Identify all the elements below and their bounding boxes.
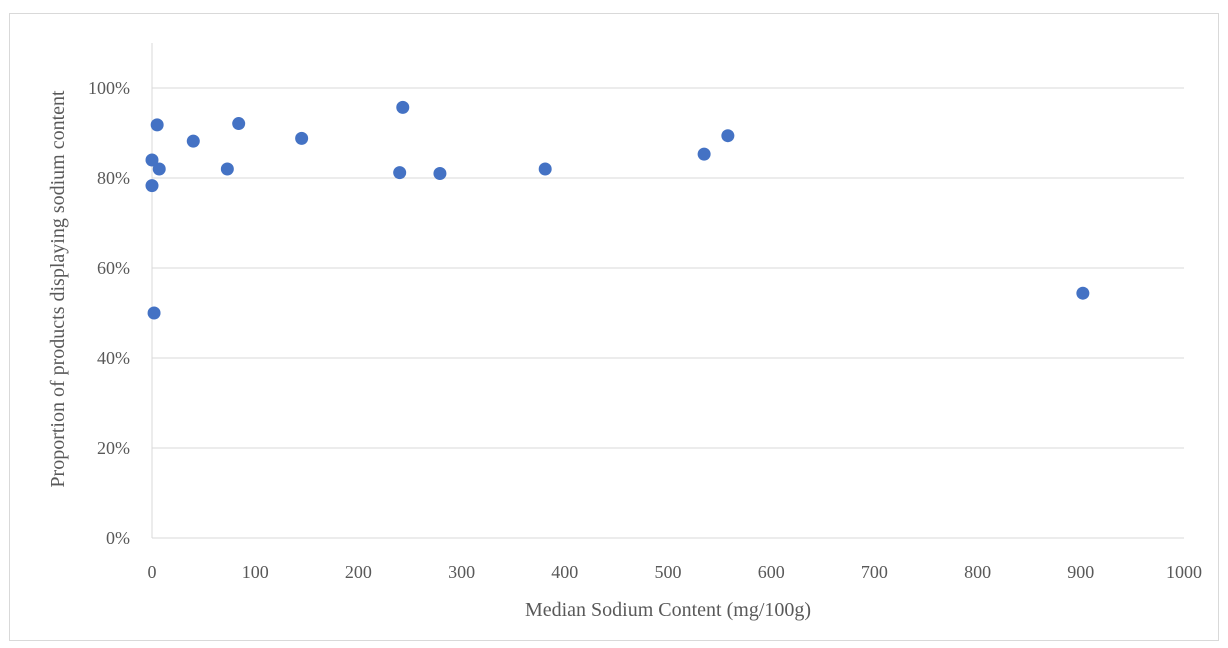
x-tick-label: 0 xyxy=(148,562,157,582)
x-tick-label: 300 xyxy=(448,562,475,582)
x-tick-label: 700 xyxy=(861,562,888,582)
x-tick-label: 600 xyxy=(758,562,785,582)
gridlines xyxy=(152,87,1184,449)
data-point xyxy=(147,306,161,320)
data-point xyxy=(232,117,246,131)
data-point xyxy=(721,129,735,143)
data-point xyxy=(186,134,200,148)
data-point xyxy=(150,118,164,132)
axes xyxy=(151,43,1184,539)
x-tick-label: 100 xyxy=(242,562,269,582)
x-tick-label: 200 xyxy=(345,562,372,582)
data-point xyxy=(152,162,166,176)
y-axis-tick-labels: 0% 20% 40% 60% 80% 100% xyxy=(88,78,130,548)
x-axis-title: Median Sodium Content (mg/100g) xyxy=(525,599,811,621)
data-point xyxy=(433,167,447,180)
data-point xyxy=(697,147,711,161)
x-tick-label: 800 xyxy=(964,562,991,582)
data-point xyxy=(295,131,309,145)
y-tick-label: 0% xyxy=(106,528,130,548)
y-tick-label: 100% xyxy=(88,78,130,98)
x-axis-tick-labels: 0 100 200 300 400 500 600 700 800 900 1000 xyxy=(148,562,1203,582)
data-point xyxy=(145,179,159,193)
y-tick-label: 40% xyxy=(97,348,130,368)
data-points xyxy=(145,100,1090,320)
x-tick-label: 1000 xyxy=(1166,562,1202,582)
y-tick-label: 80% xyxy=(97,168,130,188)
x-tick-label: 500 xyxy=(655,562,682,582)
x-tick-label: 900 xyxy=(1067,562,1094,582)
data-point xyxy=(145,153,159,167)
chart-frame xyxy=(9,13,1219,641)
x-tick-label: 400 xyxy=(551,562,578,582)
y-axis-title: Proportion of products displaying sodium… xyxy=(47,90,69,488)
y-tick-label: 20% xyxy=(97,438,130,458)
data-point xyxy=(1076,286,1090,300)
y-tick-label: 60% xyxy=(97,258,130,278)
data-point xyxy=(396,100,410,114)
data-point xyxy=(393,166,407,180)
data-point xyxy=(538,162,552,176)
data-point xyxy=(220,162,234,176)
